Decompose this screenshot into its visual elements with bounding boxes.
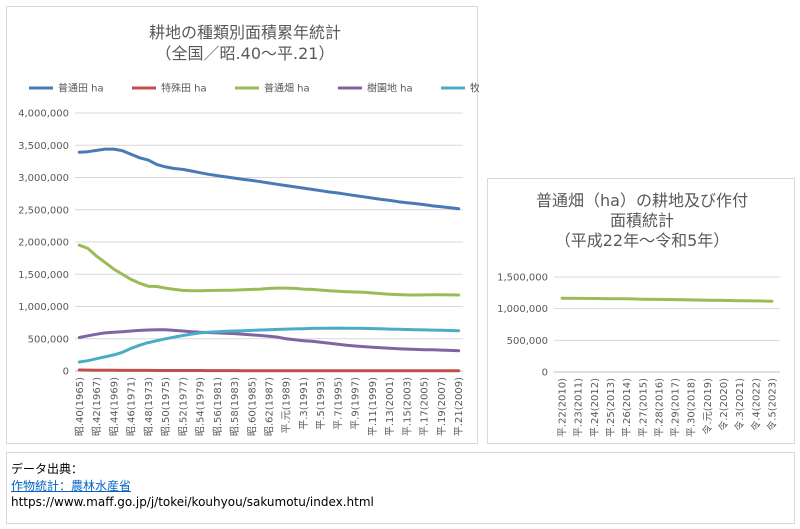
chart-title-line: 耕地の種類別面積累年統計	[149, 23, 341, 42]
x-tick-label: 平.23(2011)	[574, 378, 585, 437]
x-tick-label: 昭.56(1981)	[212, 377, 224, 436]
x-tick-label: 平.21(2009)	[454, 377, 465, 436]
series-line	[77, 326, 461, 364]
data-source-box	[6, 452, 795, 524]
x-tick-label: 平.24(2012)	[590, 378, 601, 437]
y-tick-label: 0	[63, 367, 69, 378]
y-tick-label: 3,000,000	[18, 173, 69, 184]
y-tick-label: 1,000,000	[18, 302, 69, 313]
x-tick-label: 平.元(1989)	[282, 377, 293, 434]
y-tick-label: 1,500,000	[18, 270, 69, 281]
x-tick-label: 昭.42(1967)	[91, 377, 103, 436]
y-tick-label: 4,000,000	[18, 109, 69, 120]
x-tick-label: 昭.60(1985)	[246, 377, 258, 436]
chart-panel-upland-field: 普通畑（ha）の耕地及び作付 面積統計 （平成22年～令和5年） 0 500,000 1,…	[487, 178, 795, 444]
x-tick-label: 平.9(1997)	[351, 377, 362, 430]
x-tick-label: 平.11(1999)	[368, 377, 379, 436]
chart-title-line: 面積統計	[610, 211, 674, 230]
y-tick-label: 0	[542, 368, 548, 379]
legend-label: 普通畑 ha	[264, 82, 310, 95]
x-tick-label: 令.元(2019)	[701, 378, 714, 435]
legend-label: 樹園地 ha	[367, 82, 413, 95]
x-tick-label: 令.2(2020)	[717, 378, 730, 431]
y-tick-label: 3,500,000	[18, 141, 69, 152]
x-tick-label: 平.3(1991)	[299, 377, 310, 430]
x-tick-label: 平.25(2013)	[606, 378, 617, 437]
series-line	[77, 328, 461, 353]
series-line	[77, 243, 461, 297]
x-tick-label: 昭.40(1965)	[74, 377, 86, 436]
chart-panel-cultivated-area: 耕地の種類別面積累年統計 （全国／昭.40～平.21） 0 500,000 1,000,…	[6, 6, 479, 444]
series-line	[77, 147, 461, 211]
x-tick-label: 平.19(2007)	[437, 377, 448, 436]
x-tick-label: 昭.46(1971)	[126, 377, 138, 436]
y-tick-label: 500,000	[507, 336, 548, 347]
x-tick-label: 昭.50(1975)	[160, 377, 172, 436]
x-tick-label: 平.28(2016)	[654, 378, 665, 437]
x-tick-label: 平.15(2003)	[402, 377, 413, 436]
y-tick-label: 500,000	[28, 334, 69, 345]
x-tick-label: 平.13(2001)	[385, 377, 396, 436]
x-tick-label: 平.26(2014)	[622, 378, 633, 437]
x-tick-label: 令.4(2022)	[749, 378, 762, 431]
legend-label: 牧草地 ha	[470, 82, 479, 95]
x-tick-label: 平.5(1993)	[316, 377, 327, 430]
y-tick-label: 1,500,000	[497, 273, 548, 284]
x-tick-label: 昭.44(1969)	[108, 377, 120, 436]
x-tick-label: 平.17(2005)	[420, 377, 431, 436]
x-tick-label: 昭.48(1973)	[143, 377, 155, 436]
chart-title-line: （全国／昭.40～平.21）	[156, 44, 335, 63]
y-tick-label: 1,000,000	[497, 304, 548, 315]
x-tick-label: 平.27(2015)	[638, 378, 649, 437]
legend-label: 普通田 ha	[58, 82, 104, 95]
source-link[interactable]: 作物統計：農林水産省	[11, 479, 132, 493]
x-tick-label: 平.30(2018)	[687, 378, 698, 437]
x-tick-label: 令.5(2023)	[765, 378, 778, 431]
source-url: https://www.maff.go.jp/j/tokei/kouhyou/s…	[11, 495, 374, 509]
x-tick-label: 令.3(2021)	[733, 378, 746, 431]
chart-title-line: （平成22年～令和5年）	[555, 231, 730, 250]
cultivated-area-line-chart: 耕地の種類別面積累年統計 （全国／昭.40～平.21） 0 500,000 1,000,…	[18, 23, 479, 436]
series-line	[77, 368, 461, 373]
x-tick-label: 昭.58(1983)	[229, 377, 241, 436]
x-tick-label: 平.7(1995)	[333, 377, 344, 430]
chart-title-line: 普通畑（ha）の耕地及び作付	[536, 191, 748, 210]
y-tick-label: 2,500,000	[18, 205, 69, 216]
x-tick-label: 昭.62(1987)	[264, 377, 276, 436]
series-line	[560, 296, 774, 303]
source-label: データ出典：	[11, 462, 84, 476]
x-tick-label: 平.29(2017)	[671, 378, 682, 437]
x-tick-label: 昭.54(1979)	[195, 377, 207, 436]
x-tick-label: 昭.52(1977)	[177, 377, 189, 436]
y-tick-label: 2,000,000	[18, 238, 69, 249]
x-tick-label: 平.22(2010)	[558, 378, 569, 437]
legend-label: 特殊田 ha	[161, 82, 207, 95]
